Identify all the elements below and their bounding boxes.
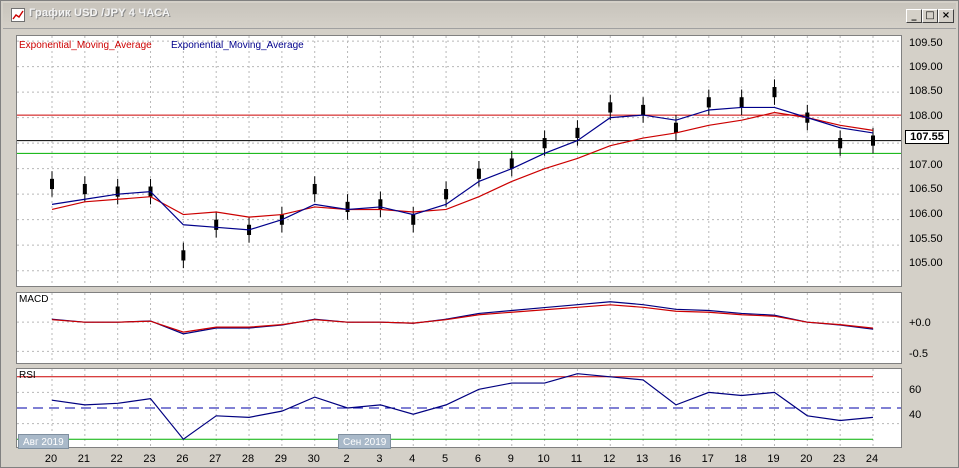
price-label: 109.50	[909, 37, 943, 49]
x-axis-label: 29	[274, 453, 287, 465]
candle-body	[378, 199, 383, 210]
chart-icon	[11, 8, 25, 22]
x-axis-label: 17	[701, 453, 714, 465]
macd-label: -0.5	[909, 348, 928, 360]
x-axis-label: 26	[176, 453, 189, 465]
price-label: 106.00	[909, 208, 943, 220]
candle-body	[706, 97, 711, 108]
candle-body	[641, 104, 646, 116]
macd-panel[interactable]	[16, 292, 902, 364]
legend-ema-red: Exponential_Moving_Average	[19, 40, 152, 51]
macd-signal-line	[51, 304, 874, 333]
x-axis-label: 5	[442, 453, 449, 465]
rsi-panel[interactable]	[16, 368, 902, 448]
maximize-button[interactable]: □	[922, 9, 938, 23]
rsi-label: 60	[909, 384, 922, 396]
x-axis-label: 3	[376, 453, 383, 465]
x-axis-label: 19	[767, 453, 780, 465]
candle-body	[444, 189, 449, 200]
macd-chart[interactable]	[17, 293, 901, 363]
candle-body	[838, 138, 843, 149]
x-axis-label: 27	[209, 453, 222, 465]
candle-body	[214, 219, 219, 230]
x-axis-label: 9	[507, 453, 514, 465]
candle-body	[739, 97, 744, 108]
x-axis-label: 12	[603, 453, 616, 465]
x-axis-label: 6	[474, 453, 481, 465]
legend-ema-blue: Exponential_Moving_Average	[171, 40, 304, 51]
candle-body	[411, 214, 416, 225]
price-label: 107.00	[909, 159, 943, 171]
x-axis-label: 18	[734, 453, 747, 465]
candle-body	[542, 138, 547, 149]
title-bar[interactable]: График USD /JPY 4 ЧАСА _ □ ×	[3, 3, 956, 29]
candle-body	[575, 127, 580, 139]
x-axis-label: 16	[668, 453, 682, 465]
minimize-button[interactable]: _	[906, 9, 922, 23]
rsi-title: RSI	[19, 370, 36, 381]
candle-body	[345, 201, 350, 213]
date-marker-sep: Сен 2019	[338, 434, 392, 449]
macd-title: MACD	[19, 294, 49, 305]
x-axis-label: 13	[635, 453, 649, 465]
candle-body	[871, 135, 875, 146]
x-axis-label: 20	[44, 453, 58, 465]
close-button[interactable]: ×	[938, 9, 954, 23]
price-label: 106.50	[909, 183, 943, 195]
x-axis-label: 11	[570, 453, 583, 465]
x-axis-label: 21	[77, 453, 90, 465]
price-label: 108.00	[909, 110, 943, 122]
rsi-label: 40	[909, 409, 922, 421]
rsi-chart[interactable]	[17, 369, 901, 447]
ema-blue-line	[51, 106, 874, 231]
current-price-badge: 107.55	[905, 130, 949, 144]
x-axis-label: 4	[409, 453, 416, 465]
candle-body	[608, 102, 613, 113]
price-chart-panel[interactable]	[16, 35, 902, 287]
candle-body	[772, 87, 777, 98]
macd-label: +0.0	[909, 317, 931, 329]
price-label: 108.50	[909, 85, 943, 97]
candle-body	[312, 183, 317, 195]
window-title: График USD /JPY 4 ЧАСА	[29, 7, 171, 19]
price-chart[interactable]	[17, 36, 901, 286]
x-axis-label: 10	[537, 453, 550, 465]
candle-body	[82, 183, 87, 195]
rsi-line	[51, 373, 874, 441]
macd-line	[51, 301, 874, 335]
x-axis-label: 2	[343, 453, 350, 465]
x-axis-label: 23	[833, 453, 846, 465]
candle-body	[673, 122, 678, 133]
x-axis-label: 22	[110, 453, 123, 465]
x-axis-label: 24	[865, 453, 879, 465]
price-label: 105.50	[909, 233, 943, 245]
x-axis-label: 28	[241, 453, 255, 465]
candle-body	[115, 186, 120, 197]
candle-body	[181, 250, 186, 261]
x-axis-label: 30	[307, 453, 320, 465]
x-axis-label: 20	[800, 453, 813, 465]
candle-body	[509, 158, 514, 169]
price-label: 105.00	[909, 257, 943, 269]
date-marker-aug: Авг 2019	[18, 434, 69, 449]
candle-body	[50, 178, 54, 190]
candle-body	[476, 168, 481, 179]
x-axis-label: 23	[143, 453, 156, 465]
ema-red-line	[51, 111, 874, 218]
price-label: 109.00	[909, 61, 943, 73]
